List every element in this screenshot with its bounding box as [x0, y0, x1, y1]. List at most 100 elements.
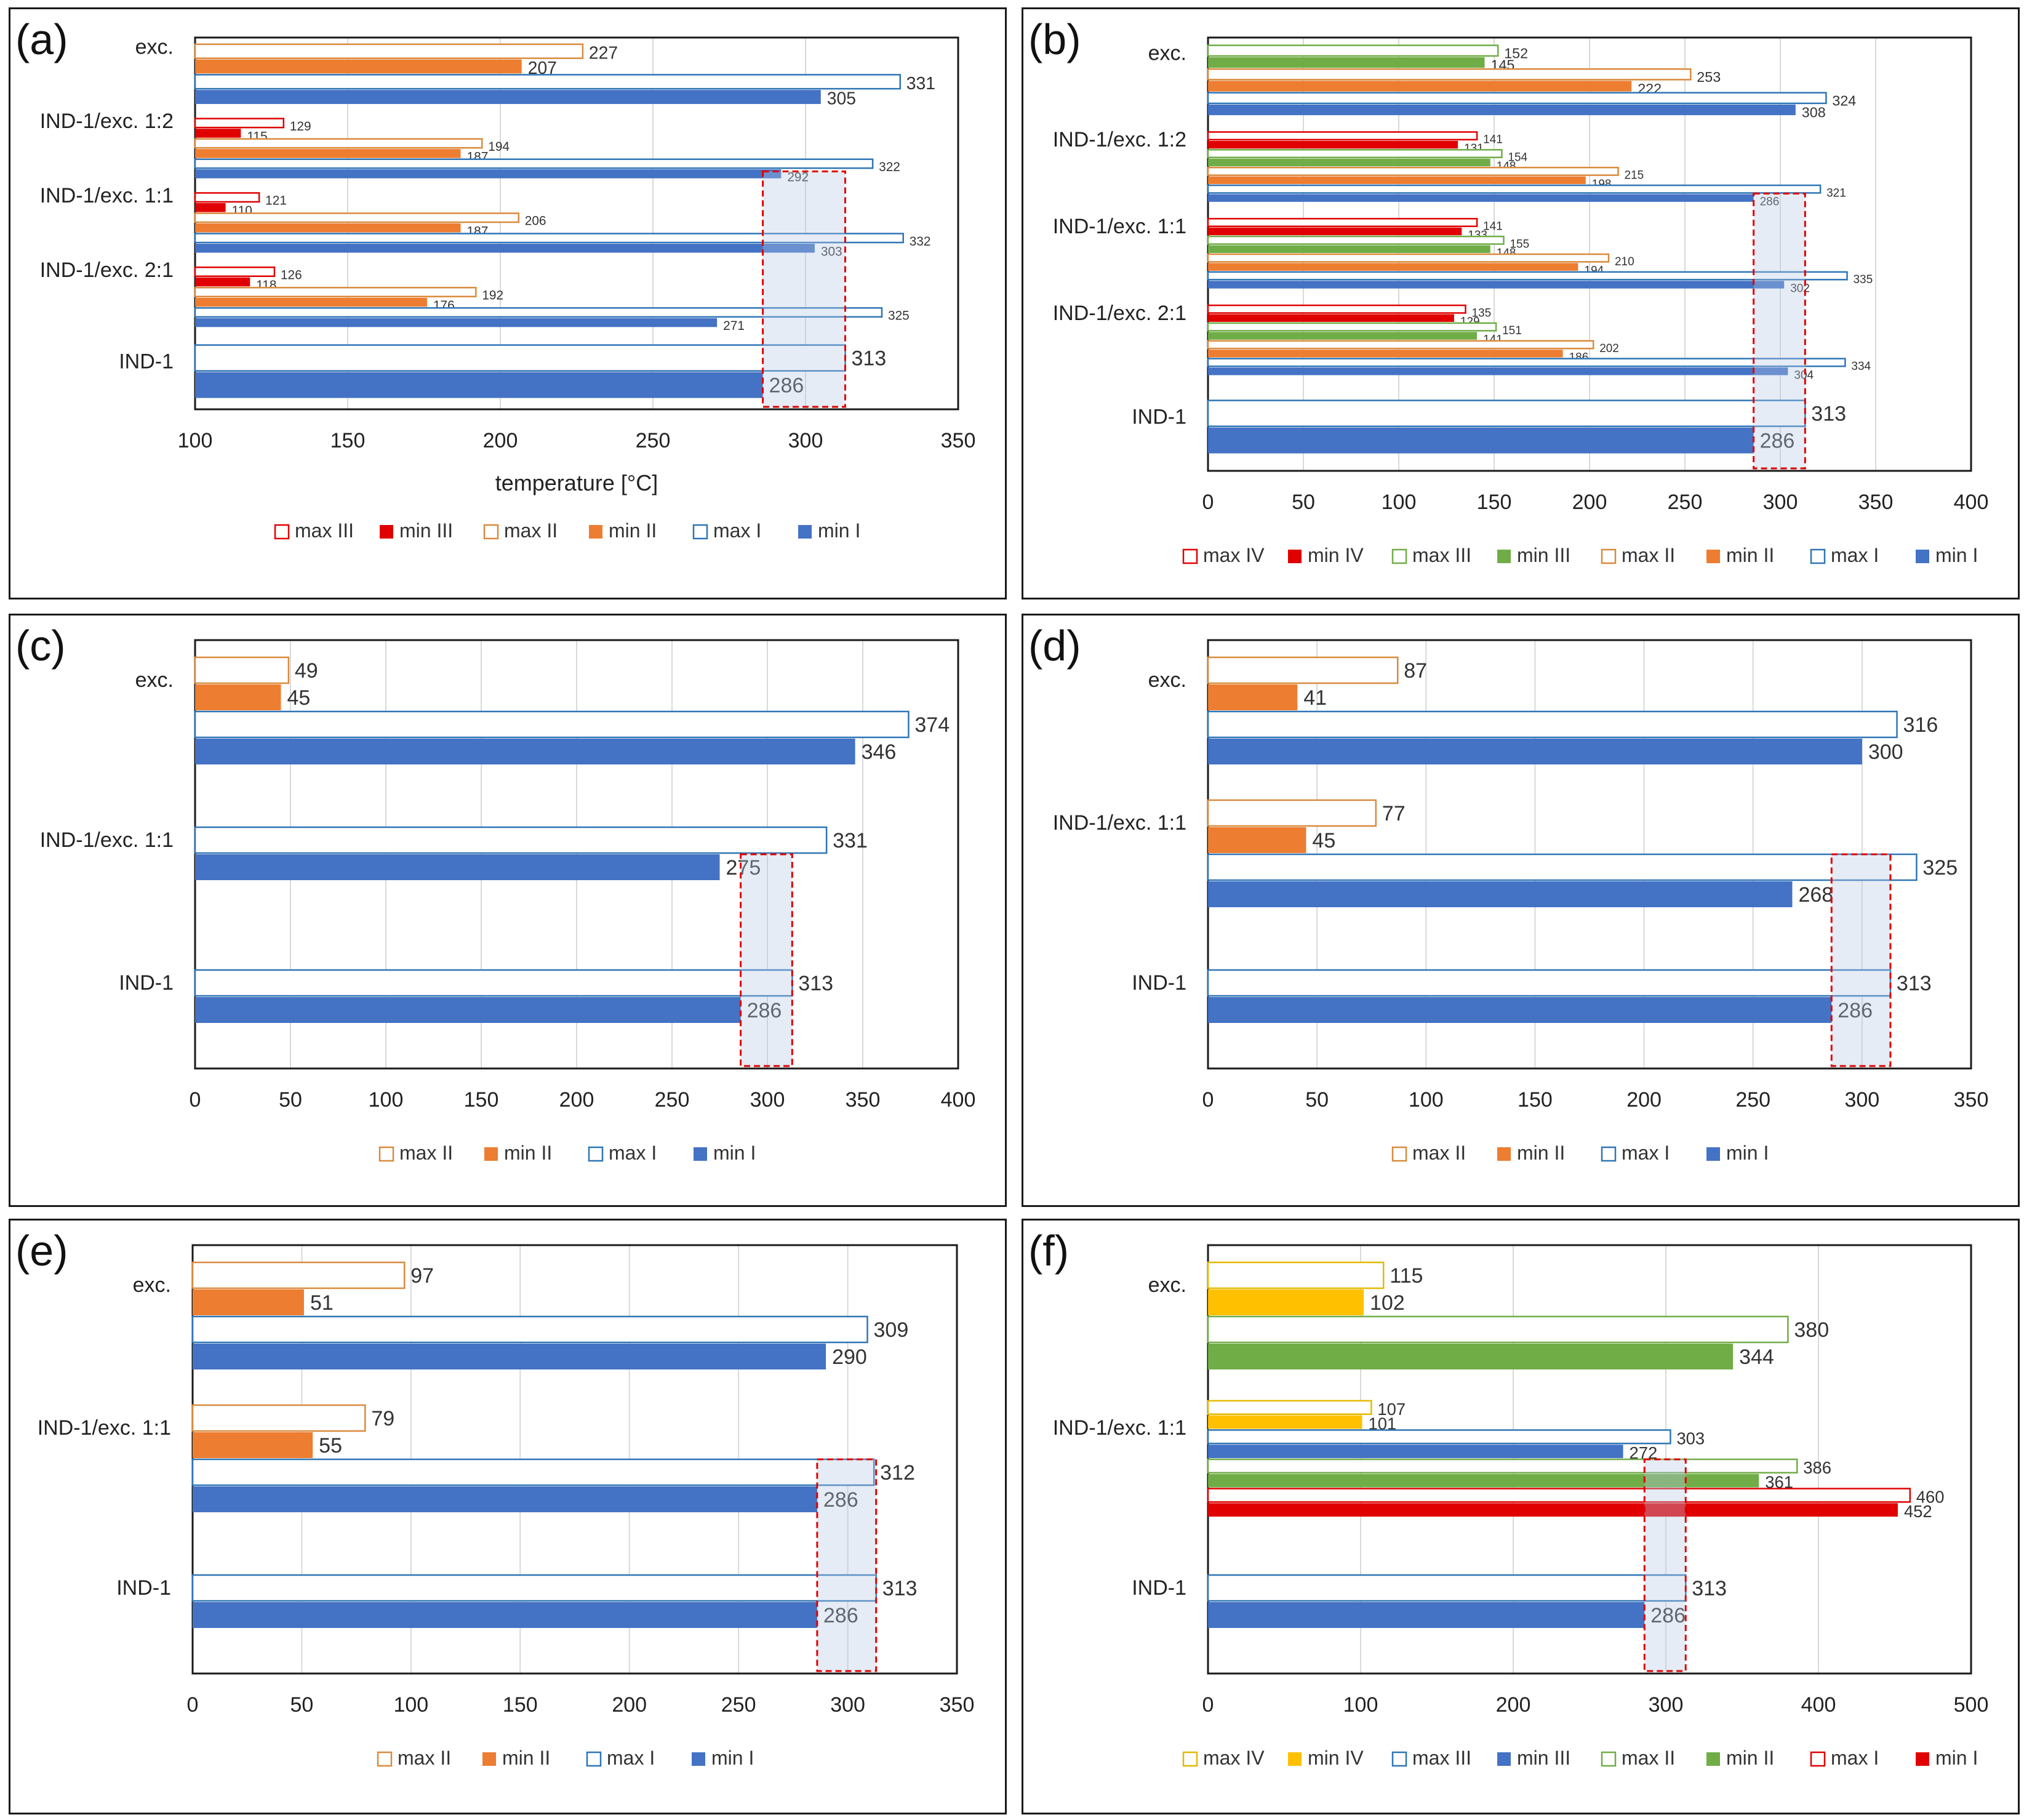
- data-label: 300: [1868, 740, 1903, 764]
- bar-max-iii: [1207, 1574, 1687, 1602]
- x-tick-label: 350: [846, 1088, 881, 1112]
- x-tick-label: 100: [1343, 1693, 1378, 1717]
- legend-label: min IV: [1308, 1747, 1364, 1769]
- bar-max-iv: [1207, 304, 1466, 314]
- bar-max-iii: [1207, 235, 1505, 245]
- legend-label: min II: [502, 1747, 550, 1769]
- data-label: 135: [1472, 307, 1492, 319]
- bar-max-iii: [194, 267, 276, 278]
- x-tick-label: 100: [1409, 1088, 1444, 1112]
- category-label: IND-1/exc. 1:1: [40, 828, 174, 852]
- data-label: 290: [832, 1345, 867, 1369]
- data-label: 202: [1599, 342, 1619, 355]
- data-label: 215: [1625, 169, 1644, 182]
- data-label: 286: [747, 999, 782, 1022]
- bar-min-ii: [195, 297, 427, 307]
- category-label: IND-1/exc. 1:1: [1053, 1416, 1186, 1440]
- data-label: 308: [1802, 105, 1826, 121]
- data-label: 305: [827, 89, 856, 108]
- legend-swatch: [1391, 1751, 1407, 1767]
- legend-label: max II: [399, 1142, 453, 1164]
- bar-max-iv: [1207, 1400, 1372, 1415]
- legend-swatch: [1391, 1146, 1407, 1162]
- x-tick-label: 150: [464, 1088, 499, 1112]
- legend-swatch: [377, 1751, 393, 1767]
- bar-min-i: [195, 90, 821, 104]
- data-label: 374: [914, 713, 950, 737]
- bar-min-ii: [1208, 176, 1586, 185]
- data-label: 194: [488, 140, 510, 154]
- x-tick-label: 200: [559, 1088, 594, 1112]
- data-label: 304: [1794, 369, 1814, 382]
- legend-label: max III: [1412, 544, 1471, 566]
- data-label: 102: [1370, 1291, 1405, 1315]
- data-label: 286: [1650, 1604, 1686, 1627]
- bar-min-iv: [1208, 227, 1462, 236]
- data-label: 126: [281, 268, 302, 283]
- bar-max-ii: [1207, 340, 1594, 350]
- data-label: 322: [879, 160, 900, 174]
- category-label: IND-1: [119, 350, 174, 374]
- x-tick-label: 350: [1858, 491, 1894, 514]
- legend-label: max I: [1622, 1142, 1670, 1164]
- panel-label: (a): [15, 15, 68, 63]
- category-label: IND-1/exc. 2:1: [1053, 302, 1186, 325]
- legend-swatch: [1916, 1752, 1929, 1766]
- legend-swatch: [1497, 550, 1511, 563]
- data-label: 286: [769, 374, 804, 398]
- bar-min-i: [195, 169, 782, 178]
- highlight-window: [1753, 192, 1806, 470]
- data-label: 313: [1897, 972, 1932, 995]
- data-label: 309: [874, 1318, 909, 1342]
- chart-panel-c: (c) 0 50 100 150 200 250 300 350 400 exc. 49 45 374 3…: [9, 614, 1007, 1207]
- bar-min-i: [195, 739, 855, 764]
- bar-min-iii: [1208, 158, 1490, 167]
- bar-max-i: [1207, 710, 1898, 739]
- data-label: 331: [833, 829, 868, 852]
- data-label: 107: [1377, 1400, 1406, 1419]
- data-label: 151: [1502, 324, 1522, 337]
- legend-swatch: [1601, 548, 1617, 564]
- data-label: 313: [798, 972, 833, 995]
- legend-label: max II: [1622, 1747, 1675, 1769]
- bar-min-iv: [1208, 1289, 1364, 1315]
- data-label: 335: [1854, 273, 1873, 286]
- data-label: 292: [787, 170, 809, 184]
- chart-panel-e: (e) 0 50 100 150 200 250 300 350 exc. 97 51 309 290 I…: [9, 1219, 1007, 1814]
- legend-label: max II: [1622, 544, 1675, 566]
- legend-swatch: [586, 1751, 602, 1767]
- legend-label: min III: [399, 519, 453, 542]
- bar-max-ii: [194, 656, 290, 684]
- x-tick-label: 150: [1477, 491, 1512, 514]
- bar-min-iii: [1208, 57, 1485, 68]
- x-tick-label: 250: [1668, 491, 1703, 514]
- highlight-window: [740, 853, 793, 1067]
- data-label: 303: [821, 244, 842, 259]
- chart-panel-b: (b) 0 50 100 150 200 250 300 350 400 exc. 152 145 25…: [1022, 7, 2020, 599]
- bar-min-i: [1208, 367, 1788, 375]
- legend-label: min II: [1726, 1747, 1774, 1769]
- data-label: 325: [1922, 856, 1958, 880]
- data-label: 321: [1826, 186, 1846, 199]
- bar-max-i: [194, 233, 904, 244]
- data-label: 129: [290, 119, 311, 134]
- category-label: IND-1/exc. 1:1: [1053, 215, 1186, 238]
- x-tick-label: 250: [636, 429, 671, 452]
- bar-max-iii: [1207, 149, 1503, 159]
- bar-min-i: [1208, 194, 1754, 202]
- bar-max-i: [1207, 969, 1892, 997]
- bar-min-iii: [195, 277, 250, 287]
- legend-label: min I: [1726, 1142, 1769, 1164]
- legend-swatch: [1601, 1751, 1617, 1767]
- bar-max-i: [1207, 92, 1827, 105]
- bar-max-iii: [194, 118, 285, 129]
- data-label: 152: [1504, 45, 1528, 61]
- data-label: 77: [1382, 802, 1406, 825]
- legend-label: min II: [1726, 544, 1774, 566]
- x-tick-label: 100: [178, 429, 213, 452]
- legend-label: min III: [1517, 544, 1570, 566]
- bar-min-i: [195, 318, 718, 327]
- bar-min-ii: [1208, 350, 1563, 358]
- bar-min-ii: [193, 1432, 313, 1458]
